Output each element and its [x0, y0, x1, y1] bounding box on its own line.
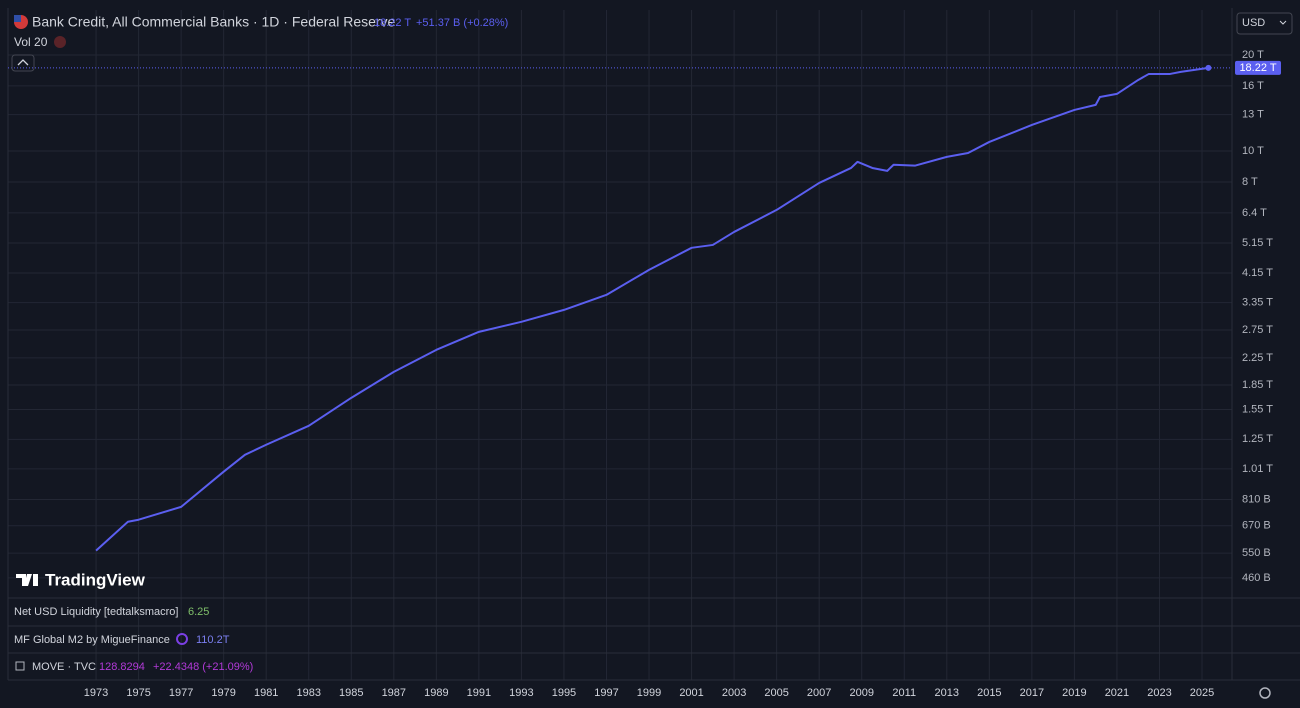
y-tick-label: 1.85 T [1242, 379, 1273, 391]
indicator-name[interactable]: MOVE · TVC [32, 661, 96, 673]
last-value-tag [1235, 60, 1281, 75]
currency-button[interactable] [1236, 12, 1293, 35]
y-tick-label: 20 T [1242, 49, 1264, 61]
x-tick-label: 2021 [1105, 687, 1129, 699]
x-tick-label: 1985 [339, 687, 363, 699]
indicator-name[interactable]: MF Global M2 by MigueFinance [14, 634, 170, 646]
x-tick-label: 2015 [977, 687, 1001, 699]
x-tick-label: 1999 [637, 687, 661, 699]
indicator-change: +22.4348 (+21.09%) [153, 661, 253, 673]
x-tick-label: 2017 [1020, 687, 1044, 699]
indicator-value: 128.8294 [99, 661, 145, 673]
currency-arrow [1279, 20, 1287, 25]
x-tick-label: 1979 [211, 687, 235, 699]
warning-icon[interactable] [54, 36, 66, 48]
x-tick-label: 2013 [935, 687, 959, 699]
y-tick-label: 3.35 T [1242, 297, 1273, 309]
change: +51.37 B (+0.28%) [416, 17, 508, 29]
data-line [95, 66, 1209, 552]
x-tick-label: 2025 [1190, 687, 1214, 699]
y-tick-label: 10 T [1242, 145, 1264, 157]
y-tick-label: 670 B [1242, 520, 1271, 532]
flag-canton [14, 15, 21, 22]
y-tick-label: 460 B [1242, 572, 1271, 584]
indicator-name[interactable]: Net USD Liquidity [tedtalksmacro] [14, 606, 178, 618]
x-tick-label: 2019 [1062, 687, 1086, 699]
y-tick-label: 8 T [1242, 176, 1258, 188]
plot-layer [8, 64, 1232, 552]
y-tick-label: 550 B [1242, 547, 1271, 559]
y-tick-label: 16 T [1242, 80, 1264, 92]
x-tick-label: 1973 [84, 687, 108, 699]
x-tick-label: 1983 [296, 687, 320, 699]
last-value-tag-label: 18.22 T [1239, 62, 1276, 74]
x-tick-label: 2003 [722, 687, 746, 699]
x-tick-label: 1989 [424, 687, 448, 699]
indicator-value: 110.2T [196, 634, 230, 646]
last-point [1205, 64, 1212, 71]
x-tick-label: 2011 [892, 687, 916, 699]
x-tick-label: 1995 [552, 687, 576, 699]
y-tick-label: 810 B [1242, 493, 1271, 505]
y-tick-label: 2.25 T [1242, 352, 1273, 364]
x-tick-label: 1997 [594, 687, 618, 699]
volume-label: Vol 20 [14, 35, 48, 49]
last-value: 18.22 T [374, 17, 411, 29]
indicator-icon [176, 633, 188, 645]
collapse-button[interactable] [11, 54, 35, 72]
logo-mark [16, 574, 38, 586]
x-tick-label: 1977 [169, 687, 193, 699]
logo-text: TradingView [45, 570, 146, 589]
x-tick-label: 2009 [849, 687, 873, 699]
y-tick-label: 6.4 T [1242, 207, 1267, 219]
y-tick-label: 1.01 T [1242, 463, 1273, 475]
chart-title: Bank Credit, All Commercial Banks · 1D ·… [32, 14, 396, 30]
indicator-value: 6.25 [188, 606, 209, 618]
currency-label[interactable]: USD [1242, 17, 1265, 29]
x-tick-label: 2007 [807, 687, 831, 699]
x-tick-label: 2023 [1147, 687, 1171, 699]
y-tick-label: 13 T [1242, 109, 1264, 121]
x-tick-label: 1981 [254, 687, 278, 699]
grid-layer [8, 10, 1232, 680]
y-tick-label: 5.15 T [1242, 237, 1273, 249]
y-tick-label: 1.55 T [1242, 403, 1273, 415]
y-tick-label: 2.75 T [1242, 324, 1273, 336]
collapse-arrow [17, 59, 29, 66]
settings-icon[interactable] [1259, 687, 1271, 699]
y-tick-label: 4.15 T [1242, 267, 1273, 279]
x-tick-label: 2005 [764, 687, 788, 699]
y-tick-label: 1.25 T [1242, 433, 1273, 445]
indicator-icon [15, 661, 25, 671]
x-tick-label: 1991 [467, 687, 491, 699]
x-tick-label: 1975 [126, 687, 150, 699]
x-tick-label: 1987 [382, 687, 406, 699]
x-tick-label: 2001 [679, 687, 703, 699]
x-tick-label: 1993 [509, 687, 533, 699]
